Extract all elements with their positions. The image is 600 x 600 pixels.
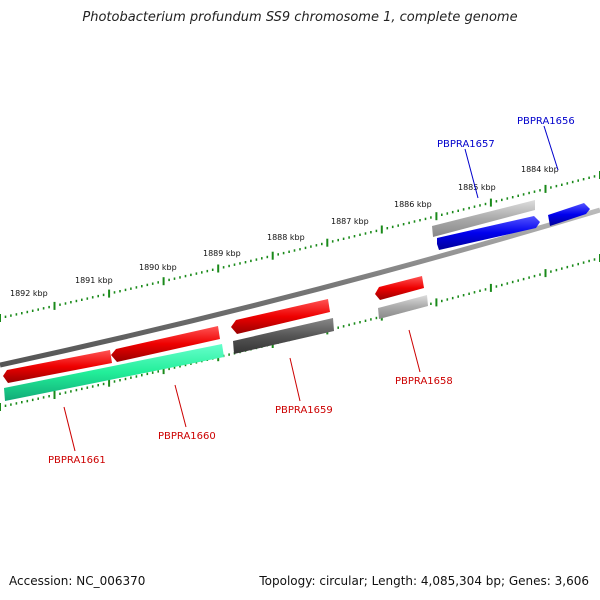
- gene-label-PBPRA1659[interactable]: PBPRA1659: [275, 405, 333, 416]
- label-leader: [543, 125, 559, 171]
- scale-label: 1891 kbp: [75, 276, 113, 285]
- gene-label-PBPRA1656[interactable]: PBPRA1656: [517, 116, 575, 127]
- scale-label: 1887 kbp: [331, 217, 369, 226]
- outer-tick-ring: [0, 171, 600, 322]
- label-leader: [289, 357, 301, 402]
- backbone-track: [0, 207, 600, 368]
- feature-track-green[interactable]: [4, 344, 224, 401]
- gene-label-PBPRA1661[interactable]: PBPRA1661: [48, 455, 106, 466]
- label-leader: [464, 148, 479, 199]
- topology-summary: Topology: circular; Length: 4,085,304 bp…: [259, 574, 589, 588]
- scale-label: 1888 kbp: [267, 233, 305, 242]
- label-leader: [174, 384, 187, 428]
- accession-text: Accession: NC_006370: [9, 574, 146, 588]
- gene-PBPRA1656-bar[interactable]: [548, 203, 590, 226]
- gene-label-PBPRA1658[interactable]: PBPRA1658: [395, 376, 453, 387]
- scale-label: 1884 kbp: [521, 165, 559, 174]
- feature-track-light[interactable]: [378, 295, 428, 319]
- gene-PBPRA1661-bar[interactable]: [3, 350, 112, 383]
- gene-PBPRA1658-bar[interactable]: [375, 276, 424, 300]
- label-leader: [63, 406, 76, 452]
- label-leader: [408, 329, 421, 373]
- map-title: Photobacterium profundum SS9 chromosome …: [82, 10, 518, 25]
- feature-track-dark[interactable]: [233, 318, 334, 354]
- feature-track-light[interactable]: [432, 200, 535, 237]
- scale-label: 1889 kbp: [203, 249, 241, 258]
- gene-label-PBPRA1660[interactable]: PBPRA1660: [158, 431, 216, 442]
- scale-label: 1886 kbp: [394, 200, 432, 209]
- gene-PBPRA1657-bar[interactable]: [437, 216, 540, 250]
- scale-label: 1885 kbp: [458, 183, 496, 192]
- scale-label: 1890 kbp: [139, 263, 177, 272]
- scale-label: 1892 kbp: [10, 289, 48, 298]
- gene-PBPRA1659-bar[interactable]: [231, 299, 330, 334]
- gene-PBPRA1660-bar[interactable]: [111, 326, 220, 362]
- gene-label-PBPRA1657[interactable]: PBPRA1657: [437, 139, 495, 150]
